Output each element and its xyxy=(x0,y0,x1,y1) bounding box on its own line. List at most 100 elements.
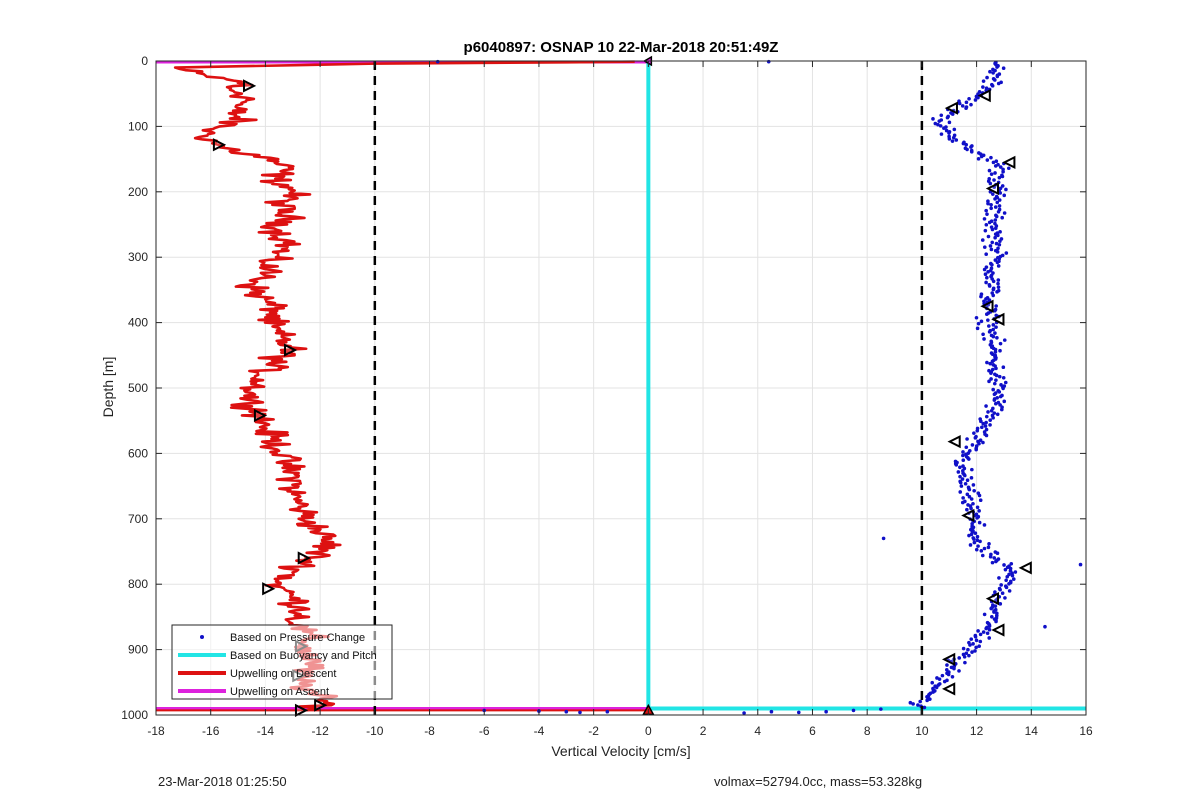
pressure-change-point xyxy=(996,233,1000,238)
pressure-change-point xyxy=(997,390,1002,394)
pressure-change-point xyxy=(945,663,949,667)
pressure-change-point xyxy=(984,420,988,425)
pressure-change-point xyxy=(997,198,1002,202)
x-tick-label: 8 xyxy=(864,724,871,738)
pressure-change-point xyxy=(1007,589,1012,593)
pressure-change-point xyxy=(978,632,983,637)
pressure-change-point xyxy=(950,112,955,116)
x-tick-label: 0 xyxy=(645,724,652,738)
pressure-change-point xyxy=(996,264,1001,268)
pressure-change-point xyxy=(959,484,964,488)
ascent-triangle-marker xyxy=(941,682,956,696)
pressure-change-point xyxy=(916,703,920,707)
pressure-change-point xyxy=(980,425,984,430)
pressure-change-point xyxy=(957,669,961,673)
pressure-change-point xyxy=(958,465,962,470)
x-tick-label: -18 xyxy=(147,724,165,738)
pressure-change-point xyxy=(961,646,966,651)
pressure-change-point xyxy=(995,335,999,340)
pressure-change-point xyxy=(973,634,978,639)
pressure-change-point xyxy=(977,493,982,498)
pressure-change-point xyxy=(991,279,996,284)
pressure-change-point xyxy=(987,220,992,225)
legend-box xyxy=(171,624,393,700)
pressure-change-point xyxy=(961,453,965,458)
x-tick-label: -8 xyxy=(424,724,435,738)
pressure-change-point xyxy=(937,119,942,123)
pressure-change-point xyxy=(742,711,746,715)
x-tick-label: 16 xyxy=(1079,724,1093,738)
pressure-change-point xyxy=(908,700,913,705)
pressure-change-point xyxy=(967,533,971,538)
pressure-change-point xyxy=(990,262,994,267)
pressure-change-point xyxy=(1002,563,1006,567)
pressure-change-point xyxy=(990,84,995,88)
pressure-change-point xyxy=(985,360,989,365)
pressure-change-point xyxy=(936,122,940,127)
pressure-change-point xyxy=(958,474,962,479)
pressure-change-point xyxy=(964,142,969,147)
pressure-change-point xyxy=(958,490,963,494)
pressure-change-point xyxy=(1011,577,1016,581)
pressure-change-point xyxy=(796,710,801,715)
pressure-change-point xyxy=(1000,215,1004,220)
chart-title: p6040897: OSNAP 10 22-Mar-2018 20:51:49Z xyxy=(464,39,779,56)
pressure-change-point xyxy=(969,149,974,154)
pressure-change-point xyxy=(989,172,994,176)
pressure-change-point xyxy=(969,145,973,149)
pressure-change-point xyxy=(994,214,999,219)
pressure-change-point xyxy=(998,348,1002,353)
pressure-change-point xyxy=(968,543,973,547)
pressure-change-point xyxy=(997,242,1002,247)
pressure-change-point xyxy=(998,341,1003,346)
pressure-change-point xyxy=(1001,365,1006,370)
pressure-change-point xyxy=(993,218,998,222)
pressure-change-point xyxy=(972,489,976,493)
pressure-change-point xyxy=(967,494,972,499)
pressure-change-point xyxy=(978,498,983,503)
pressure-change-point xyxy=(981,79,986,83)
pressure-change-point xyxy=(965,437,969,441)
pressure-change-point xyxy=(1000,407,1004,412)
pressure-change-point xyxy=(957,656,962,660)
pressure-change-point xyxy=(967,487,972,492)
pressure-change-point xyxy=(975,505,980,510)
y-tick-label: 800 xyxy=(128,577,148,591)
pressure-change-point xyxy=(976,544,980,548)
pressure-change-point xyxy=(973,649,977,653)
pressure-change-point xyxy=(988,244,993,248)
pressure-change-point xyxy=(970,467,974,472)
ascent-triangle-marker xyxy=(961,508,975,523)
pressure-change-point xyxy=(982,217,987,221)
footer-volmax-mass: volmax=52794.0cc, mass=53.328kg xyxy=(714,774,923,789)
x-tick-label: 6 xyxy=(809,724,816,738)
pressure-change-point xyxy=(1078,562,1083,567)
pressure-change-point xyxy=(1010,573,1015,578)
pressure-change-point xyxy=(961,458,966,463)
pressure-change-point xyxy=(979,419,983,424)
y-tick-label: 500 xyxy=(128,381,148,395)
descent-triangle-marker xyxy=(262,582,276,596)
pressure-change-point xyxy=(993,164,998,168)
pressure-change-point xyxy=(985,212,989,216)
pressure-change-point xyxy=(993,604,998,608)
pressure-change-point xyxy=(971,501,975,506)
descent-triangle-marker xyxy=(294,703,309,718)
pressure-change-point xyxy=(987,284,992,288)
pressure-change-point xyxy=(993,78,997,82)
pressure-change-point xyxy=(965,478,970,483)
y-tick-label: 0 xyxy=(141,54,148,68)
pressure-change-point xyxy=(984,297,988,301)
descent-triangle-marker xyxy=(253,408,268,423)
pressure-change-point xyxy=(971,642,975,646)
plot-area xyxy=(156,55,1086,718)
pressure-change-point xyxy=(947,120,952,125)
pressure-change-point xyxy=(996,285,1001,289)
pressure-change-point xyxy=(974,447,978,452)
pressure-change-point xyxy=(969,637,974,641)
pressure-change-point xyxy=(973,98,978,102)
pressure-change-point xyxy=(994,366,998,371)
pressure-change-point xyxy=(966,647,970,652)
descent-triangle-marker xyxy=(284,343,298,357)
pressure-change-point xyxy=(965,507,969,512)
